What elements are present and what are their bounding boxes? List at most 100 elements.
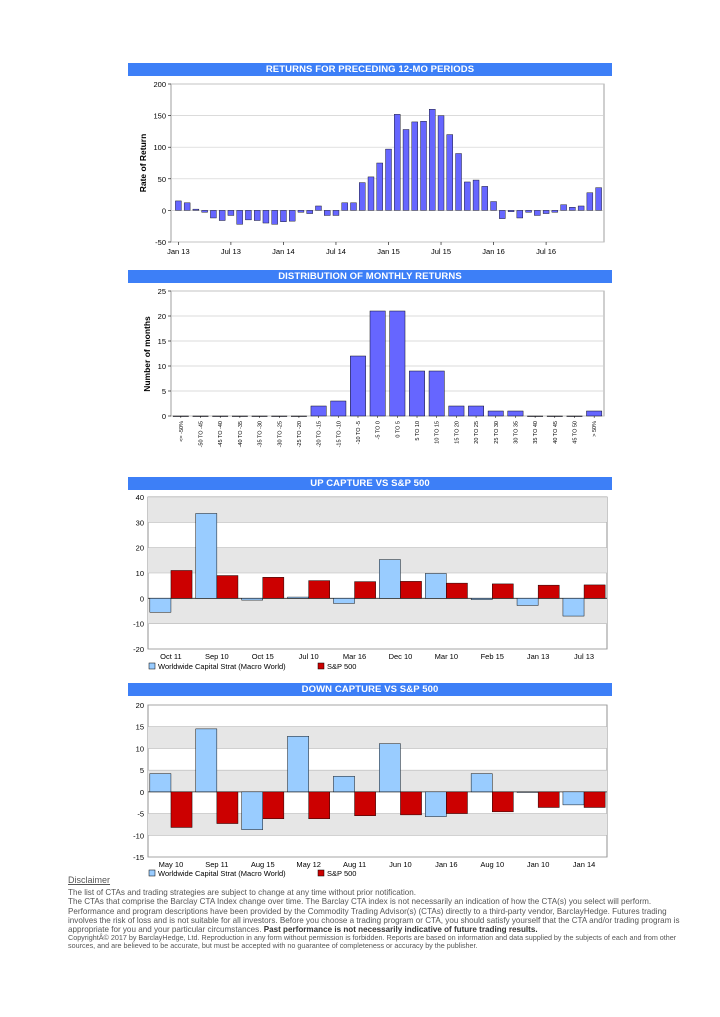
- legend-swatch-fund: [148, 869, 156, 877]
- x-tick-label: 45 TO 50: [572, 421, 578, 444]
- disclaimer-copyright: CopyrightÂ© 2017 by BarclayHedge, Ltd. R…: [68, 933, 677, 951]
- x-tick-label: Sep 10: [205, 652, 229, 661]
- x-tick-label: Jun 10: [389, 860, 412, 869]
- x-tick-label: Jan 13: [167, 247, 190, 256]
- x-tick-label: Jan 14: [573, 860, 596, 869]
- x-tick-label: Jul 10: [299, 652, 319, 661]
- y-tick-label: 0: [140, 594, 144, 603]
- bar: [481, 186, 488, 211]
- bar: [472, 179, 480, 211]
- x-tick-label: Dec 10: [389, 652, 413, 661]
- bar-fund: [516, 791, 539, 793]
- bar: [525, 210, 532, 213]
- x-tick-label: Oct 11: [160, 652, 182, 661]
- disclaimer-paragraph: The CTAs that comprise the Barclay CTA I…: [68, 897, 652, 907]
- disclaimer-paragraph: Performance and program descriptions hav…: [68, 907, 680, 935]
- bar-sp500: [446, 791, 468, 814]
- bar-sp500: [354, 791, 376, 816]
- bar: [534, 210, 541, 216]
- bar: [332, 210, 340, 216]
- bar: [499, 210, 506, 219]
- bar: [560, 204, 567, 211]
- bar: [586, 192, 594, 211]
- y-tick-label: 100: [153, 143, 166, 152]
- y-tick-label: 5: [140, 766, 144, 775]
- y-tick-label: 20: [136, 544, 144, 553]
- y-tick-label: 0: [162, 206, 166, 215]
- y-tick-label: 50: [158, 175, 166, 184]
- bar-sp500: [216, 791, 239, 824]
- x-tick-label: -25 TO -20: [297, 421, 303, 447]
- legend-label-fund: Worldwide Capital Strat (Macro World): [158, 662, 286, 671]
- legend-swatch-sp500: [317, 869, 325, 877]
- bar: [394, 114, 401, 211]
- x-tick-label: May 10: [159, 860, 184, 869]
- x-tick-label: Jul 14: [326, 247, 346, 256]
- bar-sp500: [400, 581, 422, 599]
- bar: [437, 115, 445, 211]
- distribution-chart-title: DISTRIBUTION OF MONTHLY RETURNS: [128, 270, 612, 283]
- bar-fund: [562, 598, 585, 617]
- bar-sp500: [492, 583, 514, 599]
- x-tick-label: Aug 15: [251, 860, 275, 869]
- x-tick-label: -35 TO -30: [258, 421, 264, 447]
- bar-sp500: [308, 580, 330, 599]
- grid-band: [148, 497, 607, 523]
- x-tick-label: Jan 14: [272, 247, 295, 256]
- x-tick-label: 0 TO 5: [395, 421, 401, 438]
- bar: [341, 202, 348, 211]
- bar: [429, 109, 436, 211]
- bar: [236, 210, 243, 225]
- x-tick-label: -45 TO -40: [218, 421, 224, 447]
- bar: [245, 210, 252, 221]
- x-tick-label: Mar 10: [435, 652, 458, 661]
- returns-chart-title: RETURNS FOR PRECEDING 12-MO PERIODS: [128, 63, 612, 76]
- y-tick-label: 40: [136, 493, 144, 502]
- disclaimer-paragraph: The list of CTAs and trading strategies …: [68, 888, 417, 898]
- x-tick-label: 10 TO 15: [435, 421, 441, 444]
- grid-band: [148, 547, 607, 573]
- bar: [306, 210, 313, 214]
- bar-fund: [333, 598, 355, 604]
- x-tick-label: Mar 16: [343, 652, 366, 661]
- bar: [542, 210, 550, 214]
- x-tick-label: -40 TO -35: [238, 421, 244, 447]
- bar: [227, 210, 235, 216]
- bar-fund: [195, 513, 218, 599]
- x-tick-label: Jul 13: [574, 652, 594, 661]
- bar-sp500: [537, 584, 560, 599]
- bar: [411, 121, 418, 211]
- bar-sp500: [170, 570, 193, 599]
- returns-y-axis-label: Rate of Return: [138, 134, 148, 193]
- legend-label-sp500: S&P 500: [327, 869, 356, 878]
- bar-sp500: [583, 791, 606, 808]
- y-tick-label: 0: [162, 412, 166, 421]
- bar-fund: [149, 598, 172, 613]
- bar-fund: [333, 775, 355, 793]
- bar-sp500: [537, 791, 560, 808]
- bar-sp500: [262, 577, 285, 599]
- bar: [385, 148, 392, 211]
- bar-fund: [470, 598, 493, 600]
- bar: [402, 129, 410, 211]
- x-tick-label: > 50%: [592, 421, 598, 437]
- x-tick-label: -15 TO -10: [336, 421, 342, 447]
- bar: [350, 202, 357, 211]
- x-tick-label: Jan 15: [377, 247, 400, 256]
- y-tick-label: 10: [136, 744, 144, 753]
- y-tick-label: 200: [153, 80, 166, 89]
- x-tick-label: Jan 13: [527, 652, 550, 661]
- bar: [446, 134, 453, 211]
- y-tick-label: 20: [158, 312, 166, 321]
- x-tick-label: Jan 16: [435, 860, 458, 869]
- bar: [376, 162, 383, 211]
- x-tick-label: 5 TO 10: [415, 421, 421, 441]
- bar: [464, 181, 471, 211]
- disclaimer: Disclaimer The list of CTAs and trading …: [68, 875, 680, 951]
- bar-sp500: [492, 791, 514, 813]
- legend-label-sp500: S&P 500: [327, 662, 356, 671]
- y-tick-label: 10: [136, 569, 144, 578]
- disclaimer-bold-warning: Past performance is not necessarily indi…: [263, 925, 538, 935]
- bar: [280, 210, 287, 222]
